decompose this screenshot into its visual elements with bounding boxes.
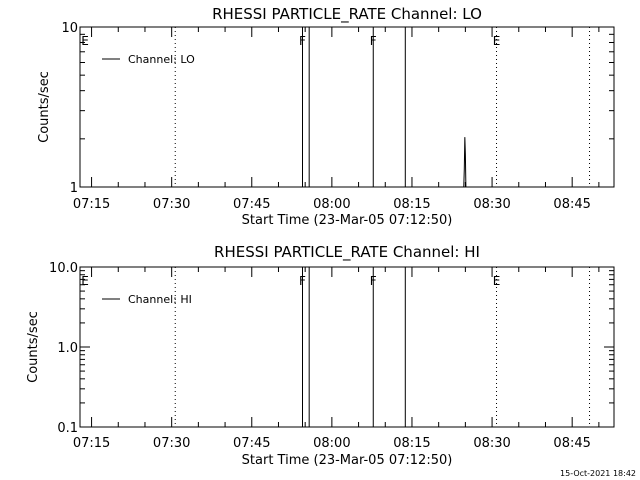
x-tick-label: 07:15 — [73, 436, 110, 451]
y-axis-label: Counts/sec — [37, 71, 52, 143]
y-axis-label: Counts/sec — [26, 311, 41, 383]
x-tick-label: 07:30 — [153, 197, 190, 212]
y-tick-label: 10.0 — [49, 261, 78, 276]
chart-title: RHESSI PARTICLE_RATE Channel: LO — [212, 5, 482, 24]
flag-label: F — [299, 34, 306, 48]
y-tick-label: 10 — [61, 21, 78, 36]
plot-frame — [79, 26, 615, 188]
x-tick-label: 07:45 — [233, 197, 270, 212]
chart-title: RHESSI PARTICLE_RATE Channel: HI — [214, 243, 480, 262]
x-tick-label: 08:30 — [473, 436, 510, 451]
y-tick-label: 1.0 — [57, 341, 78, 356]
chart-panel-1: RHESSI PARTICLE_RATE Channel: LO Counts/s… — [37, 5, 615, 228]
flag-label: E — [81, 34, 89, 48]
flag-label: F — [370, 274, 377, 288]
x-axis-label: Start Time (23-Mar-05 07:12:50) — [242, 213, 453, 228]
flag-label: F — [370, 34, 377, 48]
flag-label: E — [493, 34, 501, 48]
footer-timestamp: 15-Oct-2021 18:42 — [560, 469, 636, 478]
y-tick-label: 0.1 — [57, 421, 78, 436]
legend-entry: Channel: LO — [128, 53, 195, 66]
x-tick-label: 07:45 — [233, 436, 270, 451]
series-line — [462, 137, 467, 188]
x-tick-label: 08:30 — [473, 197, 510, 212]
x-tick-label: 08:00 — [313, 197, 350, 212]
x-axis-label: Start Time (23-Mar-05 07:12:50) — [242, 453, 453, 468]
chart-panel-2: RHESSI PARTICLE_RATE Channel: HI Counts/s… — [26, 243, 615, 468]
legend-entry: Channel: HI — [128, 293, 192, 306]
flag-label: E — [493, 274, 501, 288]
x-tick-label: 08:00 — [313, 436, 350, 451]
y-tick-label: 1 — [70, 181, 78, 196]
x-tick-label: 08:45 — [553, 197, 590, 212]
x-tick-label: 08:15 — [393, 436, 430, 451]
x-tick-label: 07:15 — [73, 197, 110, 212]
x-tick-label: 08:45 — [553, 436, 590, 451]
plot-frame — [79, 266, 615, 428]
x-tick-label: 07:30 — [153, 436, 190, 451]
flag-label: E — [81, 274, 89, 288]
x-tick-label: 08:15 — [393, 197, 430, 212]
flag-label: F — [299, 274, 306, 288]
